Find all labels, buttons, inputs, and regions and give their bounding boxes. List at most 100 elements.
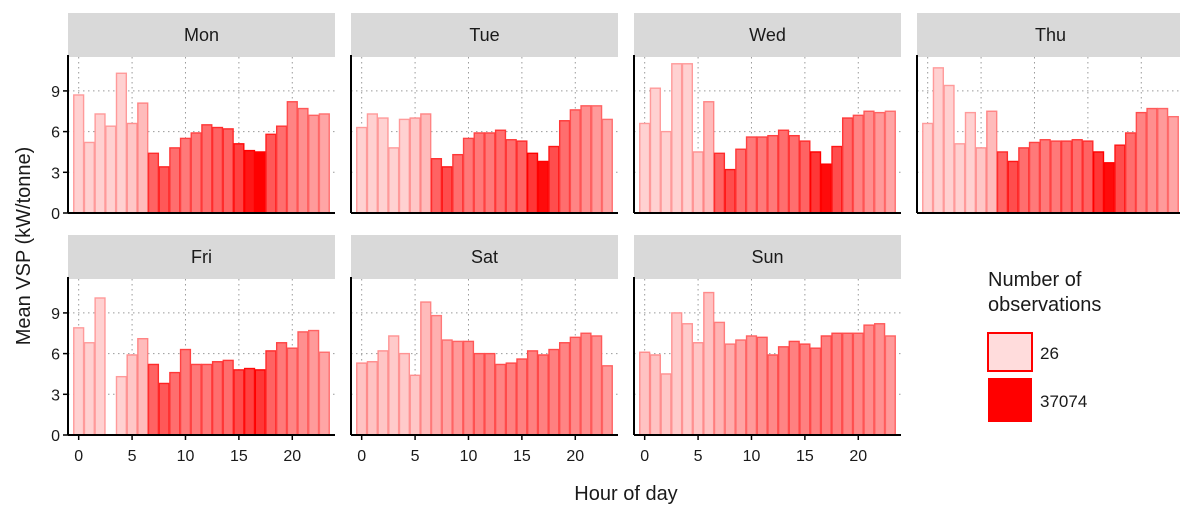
bar bbox=[809, 151, 822, 214]
bar bbox=[126, 122, 138, 214]
bar bbox=[809, 347, 822, 436]
legend-key-max bbox=[988, 378, 1032, 422]
bar bbox=[756, 136, 768, 214]
bar bbox=[639, 122, 651, 214]
y-tick-label: 0 bbox=[51, 428, 60, 445]
panel-fri: Fri 0 3 6 9 0 5 10 15 20 bbox=[51, 235, 335, 465]
bar bbox=[671, 63, 683, 214]
x-tick-label: 20 bbox=[566, 448, 584, 465]
bar bbox=[366, 361, 378, 436]
bar bbox=[558, 342, 571, 436]
bar bbox=[820, 335, 832, 436]
bar bbox=[649, 87, 661, 214]
bar bbox=[356, 362, 368, 436]
bar bbox=[201, 124, 213, 214]
bar bbox=[126, 354, 138, 436]
panel-thu: Thu bbox=[916, 13, 1180, 214]
bar bbox=[1071, 139, 1083, 214]
bar bbox=[409, 374, 421, 436]
bar bbox=[852, 332, 864, 436]
bar bbox=[986, 110, 998, 214]
bar bbox=[1028, 141, 1041, 214]
bar bbox=[874, 111, 886, 214]
legend: Number of observations 26 37074 bbox=[987, 269, 1101, 422]
bar bbox=[190, 363, 202, 436]
bar bbox=[580, 332, 592, 436]
bar bbox=[777, 129, 790, 214]
bar bbox=[105, 125, 117, 214]
bar bbox=[169, 371, 181, 436]
bar bbox=[724, 343, 736, 436]
bar bbox=[366, 113, 378, 214]
bar bbox=[713, 321, 726, 436]
bar bbox=[692, 151, 704, 214]
bar bbox=[788, 340, 800, 436]
panel-strip bbox=[68, 235, 335, 279]
bar bbox=[788, 134, 800, 214]
panel-tue: Tue bbox=[350, 13, 618, 214]
bar bbox=[73, 327, 85, 436]
bar bbox=[286, 101, 298, 214]
x-tick-label: 0 bbox=[74, 448, 83, 465]
bar bbox=[954, 143, 966, 214]
bar bbox=[1146, 107, 1158, 214]
bar bbox=[94, 113, 106, 214]
y-tick-label: 9 bbox=[51, 306, 60, 323]
bar bbox=[831, 145, 843, 214]
x-tick-label: 15 bbox=[796, 448, 814, 465]
y-tick-label: 6 bbox=[51, 125, 60, 142]
y-tick-label: 6 bbox=[51, 347, 60, 364]
bar bbox=[591, 105, 603, 214]
x-tick-label: 5 bbox=[694, 448, 703, 465]
bar bbox=[681, 323, 694, 436]
bar bbox=[94, 297, 106, 436]
bar bbox=[494, 129, 507, 214]
bar bbox=[484, 132, 496, 214]
bar bbox=[745, 136, 758, 214]
bar bbox=[558, 120, 571, 214]
bar bbox=[158, 166, 170, 214]
bar bbox=[671, 312, 683, 436]
bar bbox=[233, 143, 245, 214]
bar bbox=[254, 151, 266, 214]
bar bbox=[996, 151, 1009, 214]
panel-sat: Sat 0 5 10 15 20 bbox=[350, 235, 618, 465]
bar bbox=[505, 139, 517, 214]
bar bbox=[964, 111, 977, 214]
bar bbox=[591, 335, 603, 436]
bar bbox=[398, 118, 411, 214]
bar bbox=[377, 117, 389, 214]
x-tick-label: 10 bbox=[177, 448, 195, 465]
bar bbox=[297, 331, 309, 436]
bar bbox=[222, 359, 234, 436]
bar bbox=[147, 363, 160, 436]
bar bbox=[1167, 115, 1179, 214]
bar bbox=[73, 94, 85, 214]
legend-key-min bbox=[987, 332, 1033, 372]
bar bbox=[703, 291, 715, 436]
bar bbox=[308, 114, 320, 214]
bar bbox=[473, 352, 485, 436]
panel-strip-label: Thu bbox=[1035, 25, 1066, 45]
bar bbox=[462, 340, 475, 436]
bar bbox=[137, 102, 149, 214]
bar bbox=[243, 149, 256, 214]
bar bbox=[1092, 151, 1105, 214]
bar bbox=[494, 363, 507, 436]
bar bbox=[526, 152, 539, 214]
bar bbox=[473, 132, 485, 214]
bar bbox=[601, 118, 613, 214]
y-tick-label: 9 bbox=[51, 84, 60, 101]
bar bbox=[1114, 144, 1126, 214]
bar bbox=[356, 126, 368, 214]
bar bbox=[318, 113, 330, 214]
bar bbox=[462, 137, 475, 214]
bar bbox=[275, 342, 288, 436]
bar bbox=[137, 337, 149, 436]
bar bbox=[841, 332, 854, 436]
bar bbox=[975, 147, 987, 214]
bar bbox=[884, 335, 896, 436]
bar bbox=[841, 117, 854, 214]
bar bbox=[83, 141, 95, 214]
bar bbox=[1082, 140, 1094, 214]
